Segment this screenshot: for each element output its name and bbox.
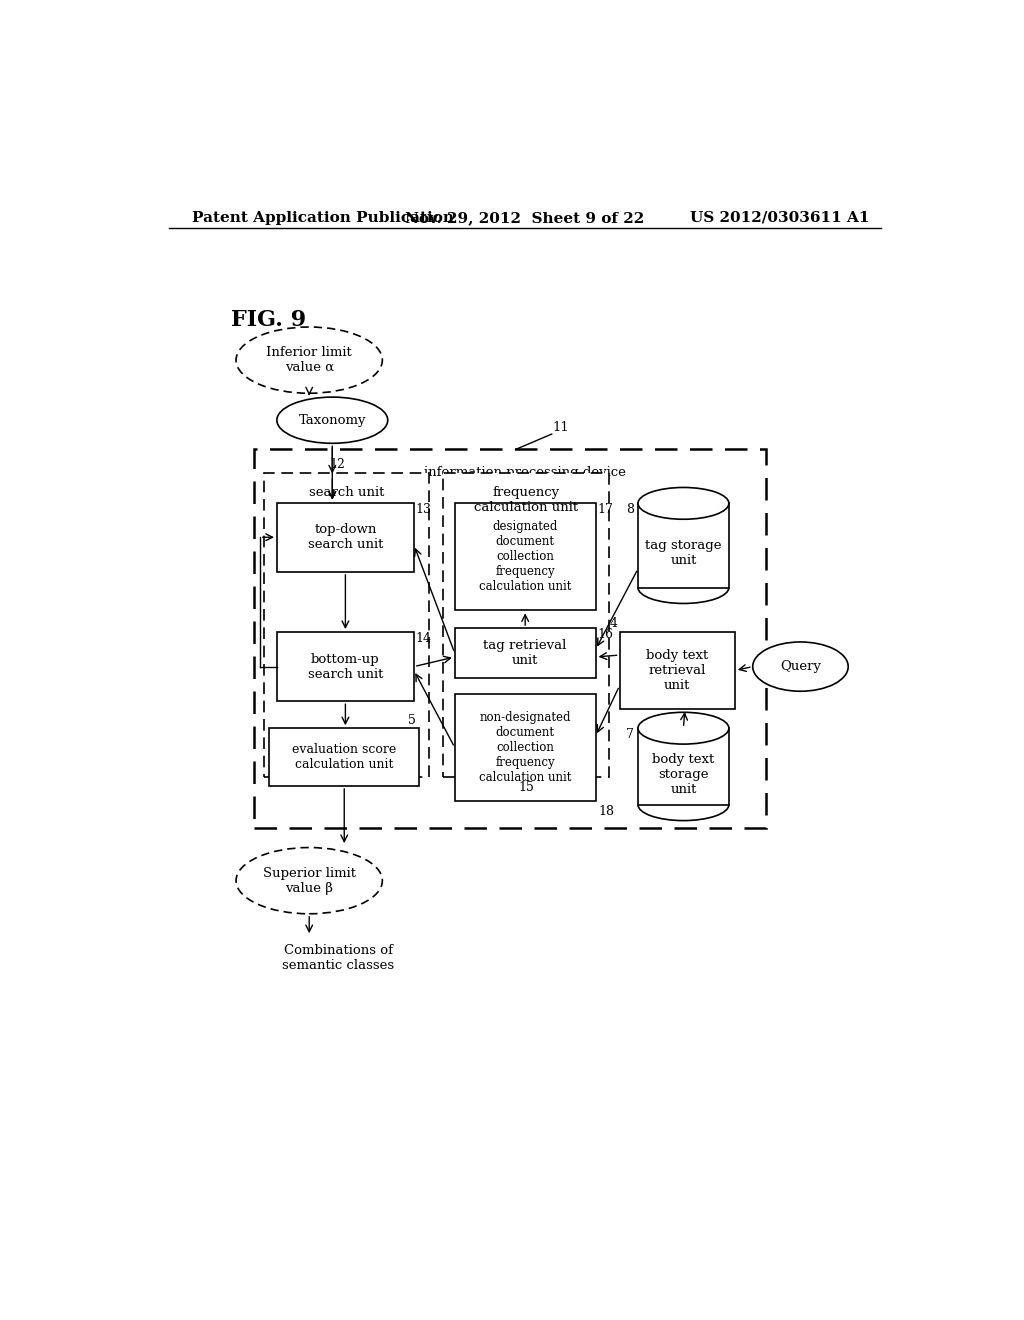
Bar	[455, 693, 596, 801]
Ellipse shape	[237, 847, 382, 913]
Bar	[264, 473, 429, 776]
Text: Nov. 29, 2012  Sheet 9 of 22: Nov. 29, 2012 Sheet 9 of 22	[406, 211, 644, 224]
Text: 13: 13	[416, 503, 431, 516]
Text: bottom-up
search unit: bottom-up search unit	[307, 652, 383, 681]
Text: FIG. 9: FIG. 9	[230, 309, 306, 330]
Text: 11: 11	[553, 421, 569, 434]
Text: Inferior limit
value α: Inferior limit value α	[266, 346, 352, 374]
Bar	[269, 729, 419, 785]
Ellipse shape	[753, 642, 848, 692]
Text: top-down
search unit: top-down search unit	[307, 523, 383, 552]
Text: 14: 14	[416, 632, 431, 645]
Bar	[254, 449, 766, 829]
Ellipse shape	[237, 327, 382, 393]
Bar	[638, 729, 729, 805]
Bar	[455, 503, 596, 610]
Text: frequency
calculation unit: frequency calculation unit	[474, 487, 578, 515]
Text: search unit: search unit	[309, 487, 384, 499]
Bar	[455, 628, 596, 678]
Bar	[443, 473, 608, 776]
Bar	[620, 632, 735, 709]
Text: non-designated
document
collection
frequency
calculation unit: non-designated document collection frequ…	[479, 711, 571, 784]
Ellipse shape	[638, 713, 729, 744]
Text: 17: 17	[597, 503, 613, 516]
Ellipse shape	[638, 487, 729, 519]
Text: Combinations of
semantic classes: Combinations of semantic classes	[283, 944, 394, 972]
Text: 7: 7	[627, 729, 634, 742]
Text: 18: 18	[598, 805, 614, 818]
Text: 8: 8	[626, 503, 634, 516]
Text: 15: 15	[518, 780, 534, 793]
Text: designated
document
collection
frequency
calculation unit: designated document collection frequency…	[479, 520, 571, 593]
Text: US 2012/0303611 A1: US 2012/0303611 A1	[690, 211, 869, 224]
Text: Patent Application Publication: Patent Application Publication	[193, 211, 455, 224]
Text: 16: 16	[597, 628, 613, 642]
Bar	[638, 503, 729, 587]
Ellipse shape	[276, 397, 388, 444]
Text: Superior limit
value β: Superior limit value β	[263, 867, 355, 895]
Text: evaluation score
calculation unit: evaluation score calculation unit	[292, 743, 396, 771]
Text: body text
retrieval
unit: body text retrieval unit	[646, 649, 709, 692]
Text: 5: 5	[408, 714, 416, 726]
Text: Query: Query	[780, 660, 821, 673]
Text: information processing device: information processing device	[424, 466, 626, 479]
Bar	[276, 503, 414, 572]
Bar	[276, 632, 414, 701]
Text: tag retrieval
unit: tag retrieval unit	[483, 639, 567, 667]
Text: tag storage
unit: tag storage unit	[645, 540, 722, 568]
Text: 4: 4	[610, 618, 617, 631]
Text: body text
storage
unit: body text storage unit	[652, 752, 715, 796]
Text: Taxonomy: Taxonomy	[299, 413, 366, 426]
Text: 12: 12	[330, 458, 345, 471]
